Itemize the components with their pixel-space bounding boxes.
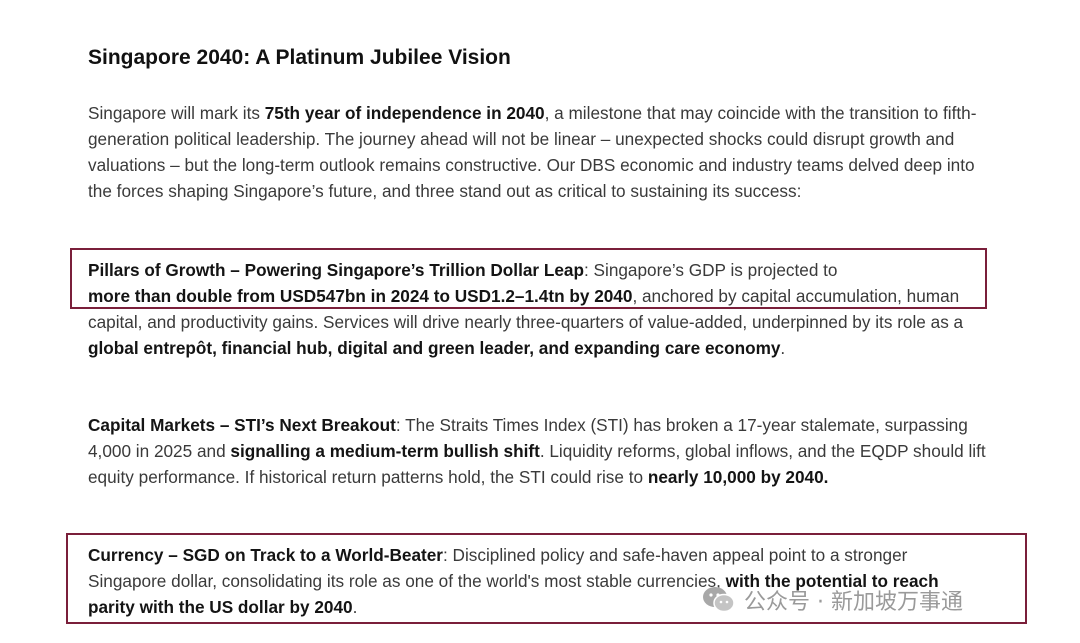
highlight-box-pillars xyxy=(70,248,987,309)
intro-paragraph: Singapore will mark its 75th year of ind… xyxy=(88,103,977,201)
wechat-icon xyxy=(702,586,736,614)
highlight-box-currency xyxy=(66,533,1027,624)
document-title: Singapore 2040: A Platinum Jubilee Visio… xyxy=(88,46,511,69)
capital-markets-paragraph: Capital Markets – STI’s Next Breakout: T… xyxy=(88,415,986,487)
pillars-of-growth-paragraph: Pillars of Growth – Powering Singapore’s… xyxy=(88,260,964,358)
watermark-text: 公众号 · 新加坡万事通 xyxy=(744,590,963,615)
currency-paragraph: Currency – SGD on Track to a World-Beate… xyxy=(88,545,939,617)
watermark: 公众号 · 新加坡万事通 xyxy=(702,584,963,616)
